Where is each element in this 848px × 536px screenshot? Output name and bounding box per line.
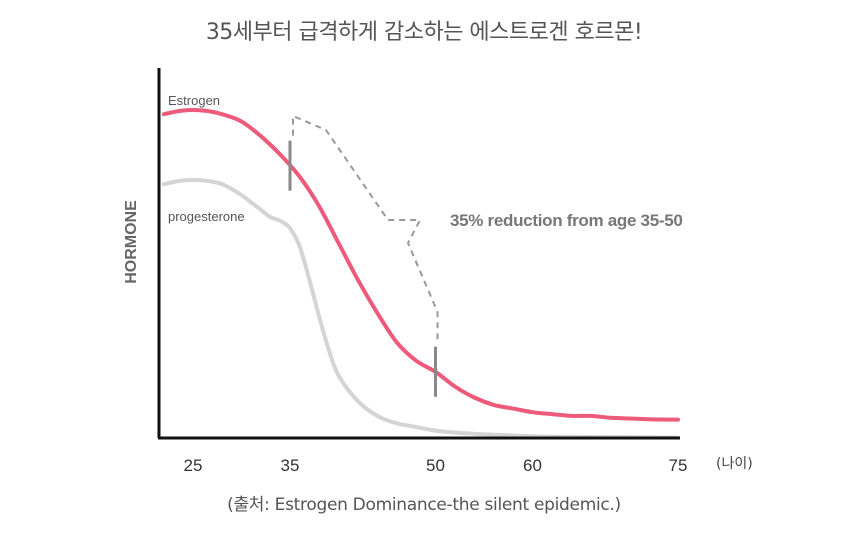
source-citation: (출처: Estrogen Dominance-the silent epide… (227, 495, 621, 515)
x-tick-label-75: 75 (669, 456, 688, 475)
y-axis-label: HORMONE (123, 200, 140, 284)
chart-title: 35세부터 급격하게 감소하는 에스트로겐 호르몬! (205, 20, 643, 45)
x-tick-label-50: 50 (426, 456, 445, 475)
series-line-estrogen (161, 108, 680, 422)
series-label-progesterone: progesterone (168, 209, 245, 224)
x-tick-label-25: 25 (184, 456, 203, 475)
series-label-estrogen: Estrogen (168, 93, 220, 108)
x-tick-label-60: 60 (523, 456, 542, 475)
x-axis-unit-label: (나이) (716, 456, 753, 472)
annotation-bracket (292, 114, 439, 342)
series-line-progesterone (161, 177, 680, 440)
x-tick-label-35: 35 (281, 456, 300, 475)
annotation-text: 35% reduction from age 35-50 (450, 211, 683, 230)
